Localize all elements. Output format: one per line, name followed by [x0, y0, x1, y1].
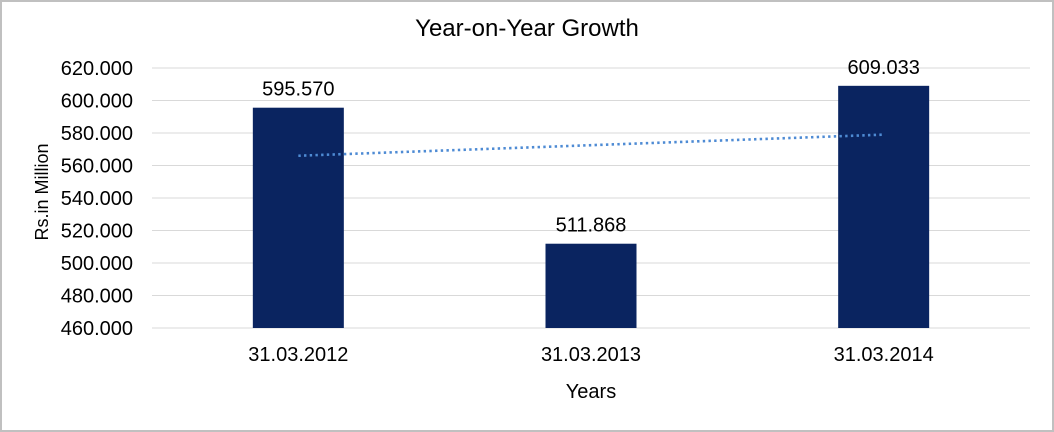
y-tick-label: 460.000: [61, 318, 133, 340]
bar-value-label: 609.033: [848, 57, 920, 79]
y-tick-label: 580.000: [61, 123, 133, 145]
y-tick-label: 520.000: [61, 221, 133, 243]
bar-value-label: 511.868: [556, 215, 627, 237]
bar-value-label: 595.570: [262, 79, 334, 101]
y-tick-label: 600.000: [61, 91, 133, 113]
bar: [545, 243, 637, 328]
y-tick-label: 480.000: [61, 286, 133, 308]
bar: [838, 85, 930, 328]
category-label: 31.03.2014: [834, 344, 934, 366]
y-tick-label: 540.000: [61, 188, 133, 210]
y-axis-title: Rs.in Million: [32, 143, 52, 240]
category-label: 31.03.2012: [248, 344, 348, 366]
chart-title: Year-on-Year Growth: [415, 15, 639, 42]
trendline: [298, 133, 884, 158]
y-tick-label: 560.000: [61, 156, 133, 178]
category-label: 31.03.2013: [541, 344, 641, 366]
bar: [252, 107, 344, 328]
y-tick-label: 620.000: [61, 58, 133, 80]
x-axis-title: Years: [566, 381, 616, 403]
y-tick-label: 500.000: [61, 253, 133, 275]
